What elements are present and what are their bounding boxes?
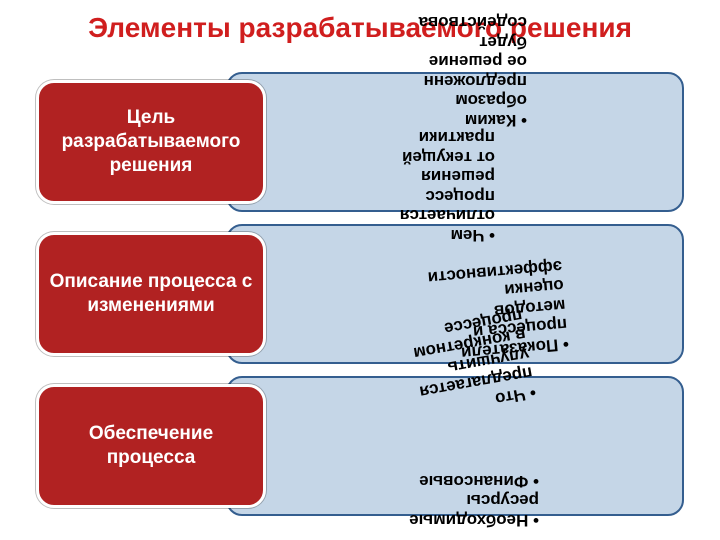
rotated-text-4: • Необходимыересурсы• Финансовые: [299, 430, 539, 530]
slide-root: Элементы разрабатываемого решения Цель р…: [0, 0, 720, 540]
label-panel-1: Описание процесса с изменениями: [36, 232, 266, 356]
label-text-2: Обеспечение процесса: [49, 422, 253, 470]
label-text-0: Цель разрабатываемого решения: [49, 106, 253, 177]
rotated-text-0: • Какимобразомпредложенное решениебудетс…: [327, 20, 527, 130]
label-panel-2: Обеспечение процесса: [36, 384, 266, 508]
label-panel-0: Цель разрабатываемого решения: [36, 80, 266, 204]
rotated-text-1: • Чемотличаетсяпроцессрешенияот текущейп…: [295, 135, 495, 245]
label-text-1: Описание процесса с изменениями: [49, 270, 253, 318]
